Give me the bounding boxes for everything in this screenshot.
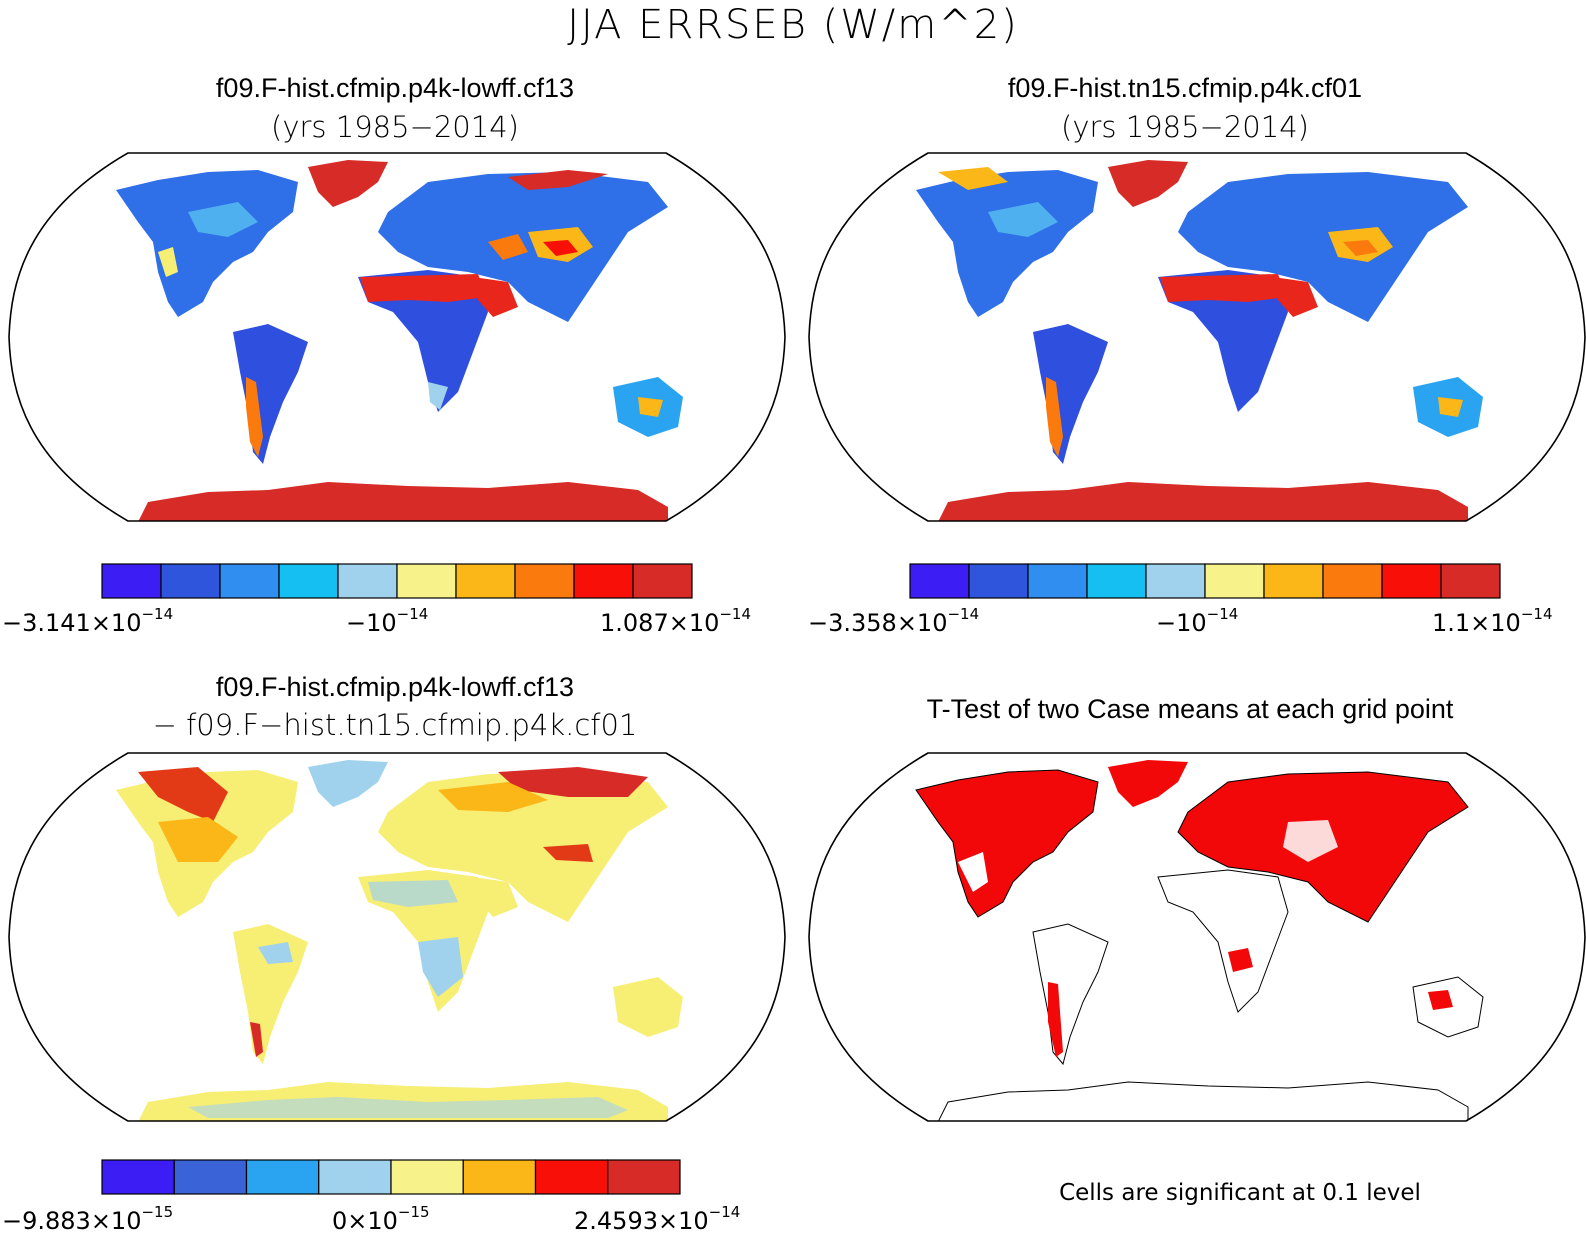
colorbar-swatch (514, 563, 575, 599)
map-diff (8, 752, 786, 1122)
colorbar-case1 (101, 563, 693, 599)
colorbar-case2 (909, 563, 1501, 599)
map-case1 (8, 152, 786, 522)
colorbar-swatch (1322, 563, 1383, 599)
colorbar-swatch (1204, 563, 1265, 599)
colorbar-diff-max-label: 2.4593×10−14 (574, 1203, 741, 1235)
panel-case1-subtitle: (yrs 1985−2014) (271, 110, 519, 144)
colorbar-case2-min-label: −3.358×10−14 (808, 605, 980, 637)
colorbar-swatch (1440, 563, 1501, 599)
colorbar-swatch (1027, 563, 1088, 599)
colorbar-case1-min-label: −3.141×10−14 (2, 605, 174, 637)
colorbar-swatch (573, 563, 634, 599)
colorbar-swatch (909, 563, 970, 599)
colorbar-swatch (173, 1159, 248, 1195)
colorbar-swatch (1145, 563, 1206, 599)
colorbar-case1-max-label: 1.087×10−14 (600, 605, 752, 637)
colorbar-swatch (160, 563, 221, 599)
panel-ttest-title: T-Test of two Case means at each grid po… (926, 694, 1454, 724)
south-america (233, 324, 308, 464)
antarctica (138, 482, 668, 521)
colorbar-diff (101, 1159, 681, 1195)
map-ttest (808, 752, 1586, 1122)
colorbar-swatch (101, 1159, 175, 1195)
panel-diff-title: f09.F-hist.cfmip.p4k-lowff.cf13 (215, 672, 575, 702)
panel-case1-title: f09.F-hist.cfmip.p4k-lowff.cf13 (215, 73, 575, 103)
colorbar-swatch (101, 563, 162, 599)
colorbar-swatch (1263, 563, 1324, 599)
panel-diff-subtitle: − f09.F−hist.tn15.cfmip.p4k.cf01 (152, 708, 638, 742)
colorbar-swatch (632, 563, 693, 599)
colorbar-swatch (455, 563, 516, 599)
colorbar-swatch (1086, 563, 1147, 599)
colorbar-swatch (396, 563, 457, 599)
greenland (308, 160, 388, 207)
ttest-significance-note: Cells are significant at 0.1 level (1059, 1180, 1421, 1206)
north-america (116, 170, 298, 317)
colorbar-swatch (534, 1159, 609, 1195)
colorbar-swatch (219, 563, 280, 599)
colorbar-case1-mid-label: −10−14 (346, 605, 429, 637)
map-case2 (808, 152, 1586, 522)
colorbar-swatch (462, 1159, 537, 1195)
colorbar-case2-max-label: 1.1×10−14 (1432, 605, 1553, 637)
colorbar-swatch (1381, 563, 1442, 599)
colorbar-swatch (968, 563, 1029, 599)
panel-case2-subtitle: (yrs 1985−2014) (1061, 110, 1309, 144)
colorbar-swatch (390, 1159, 464, 1195)
africa (358, 270, 488, 412)
figure-title: JJA ERRSEB (W/m^2) (567, 2, 1019, 48)
colorbar-diff-min-label: −9.883×10−15 (2, 1203, 174, 1235)
colorbar-diff-mid-label: 0×10−15 (332, 1203, 430, 1235)
colorbar-swatch (337, 563, 398, 599)
colorbar-swatch (278, 563, 339, 599)
panel-case2-title: f09.F-hist.tn15.cfmip.p4k.cf01 (1007, 73, 1363, 103)
colorbar-swatch (318, 1159, 392, 1195)
colorbar-swatch (245, 1159, 320, 1195)
colorbar-swatch (607, 1159, 681, 1195)
colorbar-case2-mid-label: −10−14 (1156, 605, 1239, 637)
